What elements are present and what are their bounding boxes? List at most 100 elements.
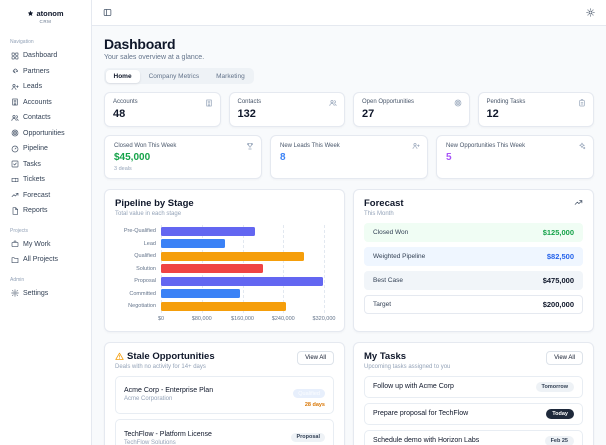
sidebar-item-leads[interactable]: Leads [9, 79, 82, 95]
tab-company-metrics[interactable]: Company Metrics [141, 70, 208, 83]
sidebar-item-my-work[interactable]: My Work [9, 237, 82, 253]
main-area: Dashboard Your sales overview at a glanc… [92, 0, 606, 445]
sidebar-section: Projects My Work All Projects [0, 228, 91, 268]
chart-bar-solution [161, 264, 263, 274]
star-logo-icon [27, 10, 34, 17]
stale-panel-subtitle: Deals with no activity for 14+ days [115, 363, 206, 370]
trophy-icon [246, 142, 254, 150]
stale-opportunity-row[interactable]: TechFlow - Platform License TechFlow Sol… [115, 419, 334, 445]
opportunity-company: Acme Corporation [124, 396, 173, 403]
stat-card-row: Accounts 48 Contacts 132 Open Opportunit… [104, 92, 594, 127]
stale-opportunity-row[interactable]: Acme Corp - Enterprise Plan Acme Corpora… [115, 375, 334, 414]
week-card-new-leads-this-week: New Leads This Week 8 [270, 135, 428, 179]
lists-row: Stale Opportunities Deals with no activi… [104, 341, 594, 445]
sidebar-item-tasks[interactable]: Tasks [9, 157, 82, 173]
forecast-row-value: $475,000 [542, 276, 574, 285]
chart-category-label: Lead [143, 240, 156, 247]
circle-gauge-icon [11, 145, 19, 153]
sidebar-item-settings[interactable]: Settings [9, 286, 82, 302]
trending-up-icon [11, 191, 19, 199]
pipeline-panel-subtitle: Total value in each stage [115, 211, 182, 217]
chart-bar-proposal [161, 276, 323, 286]
sidebar-item-all-projects[interactable]: All Projects [9, 252, 82, 268]
chart-category-label: Committed [129, 290, 156, 297]
tab-home[interactable]: Home [105, 69, 140, 83]
task-row[interactable]: Follow up with Acme Corp Tomorrow [364, 375, 583, 398]
sidebar-section-label: Navigation [10, 39, 34, 45]
stat-label: Accounts [113, 99, 138, 105]
sidebar-item-opportunities[interactable]: Opportunities [9, 126, 82, 142]
forecast-panel: Forecast This Month Closed Won $125,000 … [353, 189, 594, 332]
stat-card-contacts: Contacts 132 [228, 92, 345, 127]
week-label: New Opportunities This Week [446, 143, 526, 149]
opportunity-company: TechFlow Solutions [124, 439, 176, 445]
sidebar-item-contacts[interactable]: Contacts [9, 110, 82, 126]
tasks-view-all-button[interactable]: View All [546, 350, 583, 365]
stat-value: 27 [362, 108, 375, 120]
page-subtitle: Your sales overview at a glance. [104, 54, 205, 61]
task-due-badge: Feb 25 [544, 435, 574, 445]
sparkle-icon [578, 142, 586, 150]
building-icon [11, 98, 19, 106]
sidebar-section-list: Settings [9, 286, 82, 302]
stale-view-all-button[interactable]: View All [297, 350, 334, 365]
charts-row: Pipeline by Stage Total value in each st… [104, 189, 594, 332]
users-icon [11, 114, 19, 122]
sidebar-item-partners[interactable]: Partners [9, 64, 82, 80]
week-card-closed-won-this-week: Closed Won This Week $45,000 3 deals [104, 135, 262, 179]
week-value: 8 [280, 152, 286, 163]
chart-bar-pre-qualified [161, 226, 256, 236]
theme-toggle-icon[interactable] [586, 8, 595, 17]
sidebar-item-pipeline[interactable]: Pipeline [9, 141, 82, 157]
forecast-panel-title: Forecast [364, 198, 404, 209]
user-plus-icon [11, 83, 19, 91]
sidebar-item-dashboard[interactable]: Dashboard [9, 48, 82, 64]
forecast-row-value: $200,000 [542, 300, 574, 309]
opportunity-name: TechFlow - Platform License [124, 430, 212, 438]
chart-x-tick: $160,000 [231, 315, 254, 322]
sidebar-item-accounts[interactable]: Accounts [9, 95, 82, 111]
chart-category-label: Qualified [134, 253, 156, 260]
stat-card-pending-tasks: Pending Tasks 12 [477, 92, 594, 127]
stat-value: 12 [486, 108, 499, 120]
chart-x-tick: $80,000 [191, 315, 212, 322]
task-name: Follow up with Acme Corp [373, 383, 454, 390]
sidebar-section-list: Dashboard Partners Leads Accounts Contac… [9, 48, 82, 219]
chart-bar-lead [161, 239, 225, 249]
sidebar-item-reports[interactable]: Reports [9, 203, 82, 219]
stat-label: Open Opportunities [362, 99, 415, 105]
stale-panel-title: Stale Opportunities [127, 350, 215, 362]
pipeline-by-stage-panel: Pipeline by Stage Total value in each st… [104, 189, 345, 332]
task-name: Prepare proposal for TechFlow [373, 410, 469, 417]
sidebar-section: Admin Settings [0, 277, 91, 302]
briefcase-icon [11, 240, 19, 248]
stale-opportunities-panel: Stale Opportunities Deals with no activi… [104, 341, 345, 445]
stage-badge: Proposal [291, 432, 325, 442]
tab-marketing[interactable]: Marketing [208, 70, 253, 83]
tab-bar: Home Company Metrics Marketing [104, 68, 255, 84]
task-row[interactable]: Schedule demo with Horizon Labs Feb 25 [364, 429, 583, 445]
panel-toggle-icon[interactable] [103, 8, 112, 17]
task-due-badge: Tomorrow [535, 381, 574, 392]
week-note: 3 deals [114, 166, 132, 172]
week-note [446, 166, 584, 172]
ticket-icon [11, 176, 19, 184]
users-icon [329, 99, 337, 107]
sidebar-item-forecast[interactable]: Forecast [9, 188, 82, 204]
stat-value: 132 [237, 108, 256, 120]
forecast-row-weighted-pipeline: Weighted Pipeline $82,500 [364, 247, 583, 266]
stat-card-open-opportunities: Open Opportunities 27 [353, 92, 470, 127]
forecast-row-label: Target [373, 301, 392, 308]
tasks-panel-title: My Tasks [364, 350, 407, 362]
chart-category-label: Solution [136, 265, 156, 272]
week-note [280, 166, 418, 172]
week-card-new-opportunities-this-week: New Opportunities This Week 5 [436, 135, 594, 179]
task-row[interactable]: Prepare proposal for TechFlow Today [364, 402, 583, 425]
sidebar-item-tickets[interactable]: Tickets [9, 172, 82, 188]
target-icon [11, 129, 19, 137]
chart-bar-committed [161, 289, 240, 299]
page-title: Dashboard [104, 36, 176, 52]
stage-badge: Qualified [293, 389, 325, 398]
sidebar-section-list: My Work All Projects [9, 237, 82, 268]
